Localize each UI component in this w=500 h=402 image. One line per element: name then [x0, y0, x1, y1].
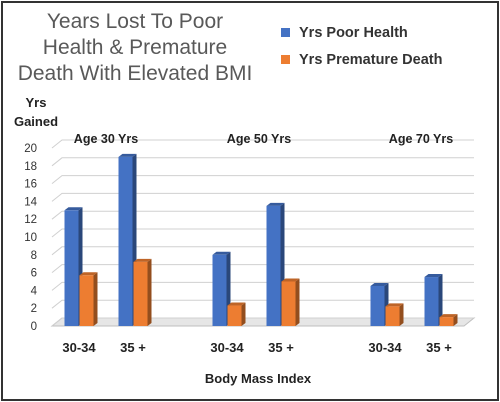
category-label: 35 +	[268, 340, 294, 355]
category-label: 30-34	[210, 340, 244, 355]
gridline	[51, 317, 474, 327]
y-tick-label: 14	[24, 196, 37, 208]
bar-poor-health	[424, 274, 443, 326]
chart-title-line-3: Death With Elevated BMI	[17, 62, 253, 85]
y-tick-label: 4	[31, 285, 38, 297]
bar-premature-death	[385, 303, 404, 326]
y-tick-label: 0	[31, 321, 37, 333]
bar-premature-death	[439, 314, 458, 326]
category-label: 35 +	[120, 340, 146, 355]
y-tick-labels: 0 2 4 6 8 10 12 14 16 18 20	[24, 143, 37, 333]
category-label: 30-34	[368, 340, 402, 355]
y-tick-label: 2	[31, 303, 37, 315]
chart-floor	[50, 317, 476, 327]
gridlines	[50, 139, 476, 327]
y-axis-label-line-2: Gained	[14, 114, 58, 129]
y-tick-label: 16	[24, 179, 37, 191]
y-axis-label-line-1: Yrs	[26, 95, 47, 110]
x-axis-label: Body Mass Index	[205, 371, 312, 386]
gridline	[51, 246, 474, 256]
gridline	[51, 228, 474, 238]
group-label: Age 30 Yrs	[74, 132, 138, 146]
legend-label-poor-health: Yrs Poor Health	[299, 25, 408, 41]
chart-title-line-2: Health & Premature	[42, 36, 228, 59]
y-tick-label: 18	[24, 161, 37, 173]
category-label: 30-34	[62, 340, 96, 355]
y-tick-label: 10	[24, 232, 37, 244]
gridline	[51, 281, 474, 291]
gridline	[51, 175, 474, 184]
y-tick-label: 6	[31, 268, 37, 280]
gridline	[51, 299, 474, 309]
gridline	[51, 157, 474, 167]
gridline	[51, 139, 474, 149]
bars	[64, 153, 458, 326]
gridline	[51, 192, 474, 202]
gridline	[51, 264, 474, 273]
bar-premature-death	[79, 272, 98, 326]
y-tick-label: 20	[24, 143, 37, 155]
category-label: 35 +	[426, 340, 452, 355]
y-tick-label: 8	[31, 250, 37, 262]
bar-premature-death	[227, 302, 246, 326]
category-labels: 30-34 35 + 30-34 35 + 30-34 35 +	[62, 340, 452, 355]
group-label: Age 70 Yrs	[389, 132, 453, 146]
y-tick-label: 12	[24, 214, 37, 226]
group-labels: Age 30 Yrs Age 50 Yrs Age 70 Yrs	[74, 132, 453, 146]
gridline	[51, 210, 474, 220]
bar-premature-death	[281, 278, 300, 326]
legend-label-premature-death: Yrs Premature Death	[299, 52, 442, 68]
legend-swatch-poor-health	[281, 28, 290, 37]
chart-title-line-1: Years Lost To Poor	[46, 10, 224, 33]
group-label: Age 50 Yrs	[227, 132, 291, 146]
legend: Yrs Poor Health Yrs Premature Death	[281, 25, 442, 68]
legend-swatch-premature-death	[281, 55, 290, 64]
bar-premature-death	[133, 258, 152, 326]
